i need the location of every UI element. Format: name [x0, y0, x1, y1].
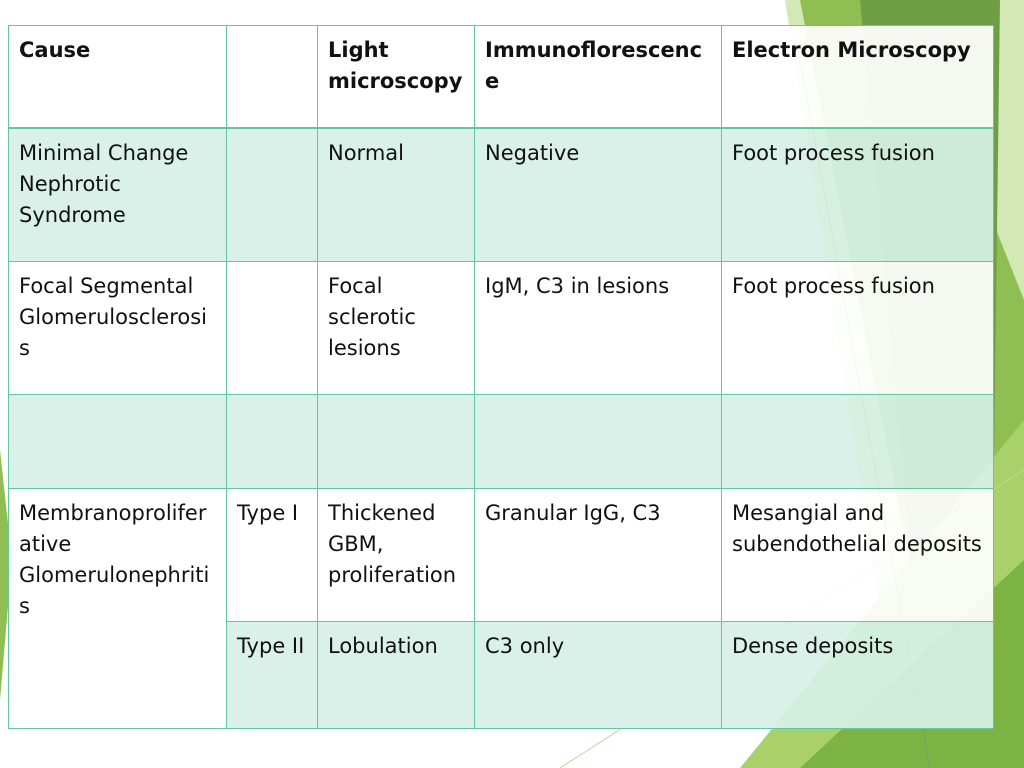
cell [8, 394, 227, 489]
header-cell: Immunoflorescence [474, 25, 722, 129]
cell: Thickened GBM, proliferation [317, 488, 475, 622]
cell [226, 394, 318, 489]
cell: Minimal Change Nephrotic Syndrome [8, 128, 227, 262]
cell: Negative [474, 128, 722, 262]
cell: Type I [226, 488, 318, 622]
shape [0, 450, 12, 700]
cell: Foot process fusion [721, 128, 994, 262]
cell: Mesangial and subendothelial deposits [721, 488, 994, 622]
cell: Type II [226, 621, 318, 729]
cell: Granular IgG, C3 [474, 488, 722, 622]
cell: Focal sclerotic lesions [317, 261, 475, 395]
cell [721, 394, 994, 489]
cell: Membranoproliferative Glomerulonephritis [8, 488, 227, 729]
cell [226, 261, 318, 395]
cell: Lobulation [317, 621, 475, 729]
cell: Focal Segmental Glomerulosclerosis [8, 261, 227, 395]
cell: Foot process fusion [721, 261, 994, 395]
header-cell: Electron Microscopy [721, 25, 994, 129]
header-cell [226, 25, 318, 129]
cell: Normal [317, 128, 475, 262]
cell: Dense deposits [721, 621, 994, 729]
cell [317, 394, 475, 489]
cell [226, 128, 318, 262]
header-cell: Light microscopy [317, 25, 475, 129]
cell: C3 only [474, 621, 722, 729]
cell: IgM, C3 in lesions [474, 261, 722, 395]
cell [474, 394, 722, 489]
header-cell: Cause [8, 25, 227, 129]
